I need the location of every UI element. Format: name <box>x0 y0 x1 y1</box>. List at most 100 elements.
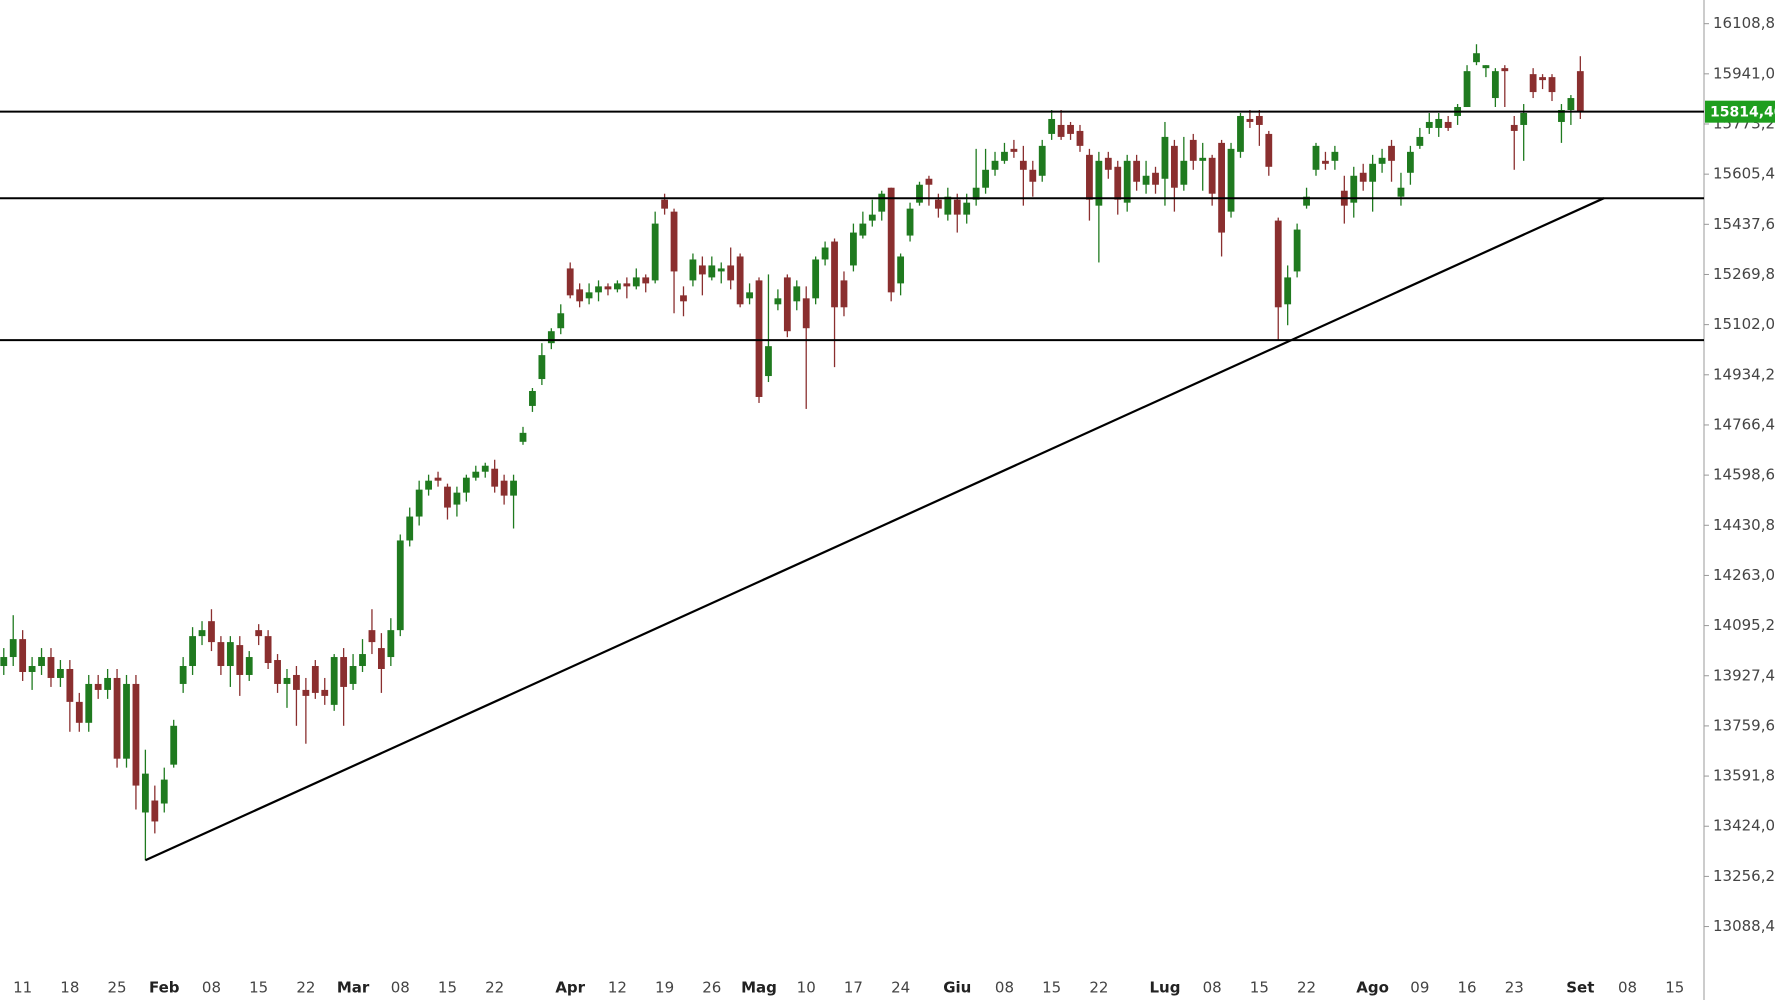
candle-body <box>783 277 791 332</box>
candle-body <box>1558 110 1565 122</box>
candle-body <box>821 247 829 260</box>
candle-body <box>1218 142 1225 233</box>
candle-body <box>1407 151 1414 173</box>
candle-body <box>1086 154 1093 200</box>
candle-body <box>160 779 168 804</box>
candle-body <box>1491 71 1499 99</box>
candle-body <box>746 292 753 299</box>
candle-body <box>1246 118 1254 122</box>
candle-body <box>264 636 272 664</box>
x-tick-label: 12 <box>608 979 627 997</box>
candle-body <box>245 657 253 675</box>
candle-body <box>94 683 102 690</box>
x-tick-label: 22 <box>485 979 504 997</box>
candle-body <box>727 265 735 281</box>
x-tick-label: 10 <box>797 979 816 997</box>
candle-body <box>529 390 536 406</box>
candle-body <box>1388 145 1395 161</box>
candle-body <box>189 636 196 667</box>
candle-body <box>614 283 621 290</box>
y-tick-label: 15605,40 <box>1713 165 1775 183</box>
candle-body <box>311 666 319 693</box>
candle-body <box>472 471 480 478</box>
x-tick-label: 15 <box>1250 979 1269 997</box>
candle-body <box>57 668 64 678</box>
candle-body <box>953 199 961 215</box>
candle-body <box>1463 71 1471 108</box>
candle-body <box>661 199 669 209</box>
candle-body <box>1038 145 1046 176</box>
candle-body <box>944 196 952 215</box>
candle-body <box>887 187 895 293</box>
candle-body <box>812 259 820 299</box>
trend-line <box>144 197 1605 862</box>
candle-body <box>141 773 149 813</box>
candle-body <box>500 480 508 496</box>
y-tick-label: 15269,80 <box>1713 265 1775 283</box>
candle-body <box>396 540 404 631</box>
candle-body <box>198 630 206 637</box>
candle-body <box>736 256 744 305</box>
candle-body <box>963 202 971 215</box>
y-tick-label: 13424,00 <box>1713 817 1775 835</box>
x-tick-label: 18 <box>60 979 79 997</box>
candle-body <box>1331 151 1339 161</box>
candle-body <box>1322 160 1329 164</box>
candle-body <box>547 331 555 344</box>
candle-body <box>538 355 546 380</box>
y-tick-label: 15437,60 <box>1713 215 1775 233</box>
y-tick-label: 14430,80 <box>1713 516 1775 534</box>
candle-body <box>1482 65 1490 69</box>
candle-body <box>208 621 215 643</box>
candle-body <box>1029 169 1037 182</box>
candle-body <box>1265 133 1273 167</box>
candle-body <box>1001 151 1008 161</box>
candle-body <box>321 689 329 696</box>
candle-body <box>293 674 300 690</box>
candle-body <box>1057 124 1065 137</box>
candle-body <box>623 283 631 287</box>
candle-body <box>1104 157 1112 170</box>
candle-body <box>462 477 470 493</box>
x-tick-label: 08 <box>1203 979 1222 997</box>
candle-body <box>680 295 687 302</box>
candle-body <box>47 657 55 678</box>
candle-body <box>642 277 650 284</box>
x-tick-label: 11 <box>13 979 32 997</box>
candle-body <box>434 477 442 481</box>
candle-body <box>1303 196 1310 206</box>
candle-body <box>9 639 17 658</box>
candle-body <box>1529 74 1537 93</box>
x-tick-label: 17 <box>844 979 863 997</box>
candle-body <box>755 280 763 397</box>
candle-body <box>1350 175 1358 203</box>
x-tick-label: 23 <box>1505 979 1524 997</box>
candle-body <box>415 489 423 517</box>
candle-body <box>566 268 574 296</box>
candle-body <box>491 468 499 487</box>
candle-body <box>1539 77 1546 81</box>
candle-body <box>481 465 489 472</box>
candle-body <box>1444 121 1452 128</box>
candle-body <box>255 630 263 637</box>
candle-body <box>226 642 234 667</box>
candle-body <box>1416 136 1424 146</box>
candle-body <box>1189 139 1197 161</box>
candle-body <box>698 265 706 275</box>
candle-body <box>1520 112 1528 125</box>
candle-body <box>330 657 338 705</box>
candle-body <box>274 660 281 684</box>
candle-body <box>1019 160 1027 170</box>
candle-body <box>1048 118 1056 134</box>
x-tick-label: Mag <box>741 979 777 997</box>
candle-body <box>1076 130 1084 146</box>
candle-body <box>831 241 838 308</box>
candle-body <box>708 265 716 278</box>
y-tick-label: 15941,00 <box>1713 64 1775 82</box>
x-tick-label: Lug <box>1149 979 1180 997</box>
x-tick-label: Mar <box>337 979 370 997</box>
x-tick-label: 19 <box>655 979 674 997</box>
candle-body <box>387 630 395 658</box>
candle-body <box>1095 160 1103 206</box>
candle-body <box>1369 163 1377 182</box>
